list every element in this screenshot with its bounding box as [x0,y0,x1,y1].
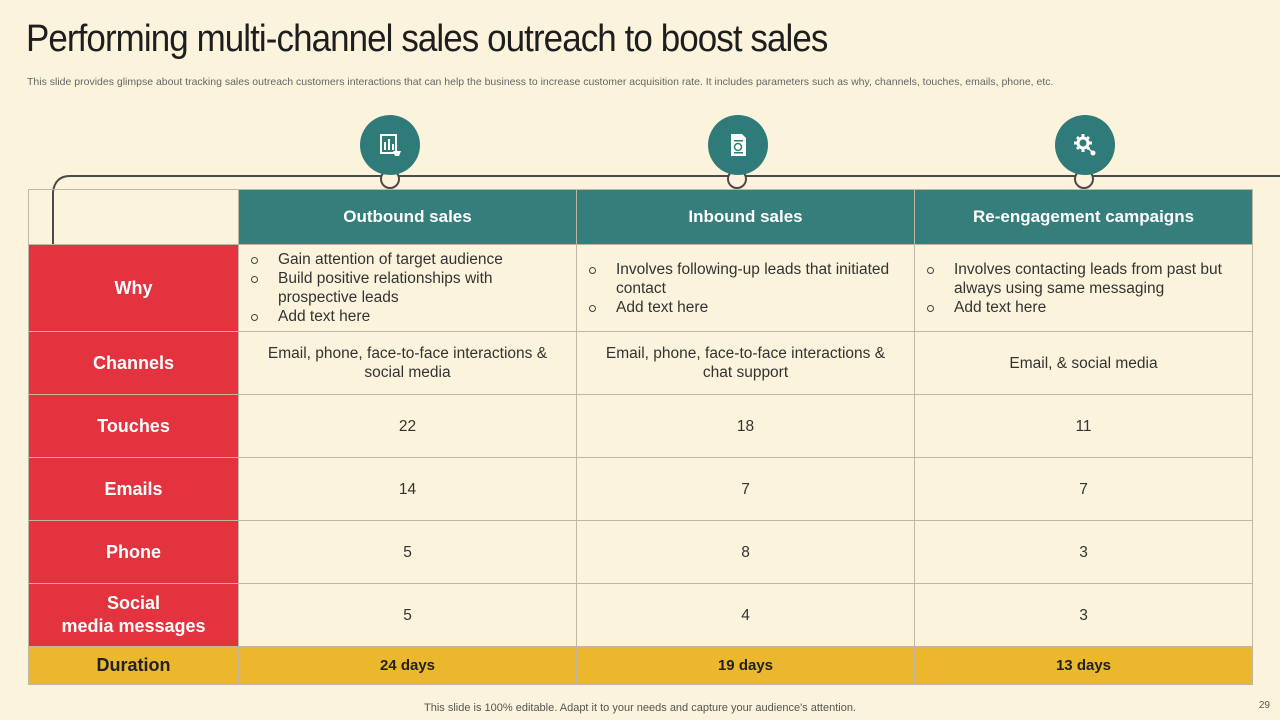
cell-emails-outbound: 14 [238,457,577,521]
column-header-outbound: Outbound sales [238,189,577,245]
cell-phone-inbound: 8 [576,520,915,584]
list-item: Build positive relationships with prospe… [251,269,566,307]
table-row: Channels Email, phone, face-to-face inte… [28,331,1253,395]
table-row: Touches 22 18 11 [28,394,1253,458]
document-chart-icon [708,115,768,175]
cell-emails-reengagement: 7 [914,457,1253,521]
cell-social-inbound: 4 [576,583,915,647]
table-row: Phone 5 8 3 [28,520,1253,584]
cell-duration-outbound: 24 days [238,646,577,685]
row-header-duration: Duration [28,646,239,685]
cell-duration-inbound: 19 days [576,646,915,685]
cell-duration-reengagement: 13 days [914,646,1253,685]
list-item: Involves contacting leads from past but … [927,260,1242,298]
outreach-table: Outbound sales Inbound sales Re-engageme… [28,189,1253,685]
cell-channels-inbound: Email, phone, face-to-face interactions … [576,331,915,395]
list-item: Add text here [589,298,904,317]
table-row: Why Gain attention of target audience Bu… [28,244,1253,332]
list-item: Gain attention of target audience [251,250,566,269]
row-header-why: Why [28,244,239,332]
gear-network-icon [1055,115,1115,175]
cell-emails-inbound: 7 [576,457,915,521]
list-item: Add text here [927,298,1242,317]
cell-phone-reengagement: 3 [914,520,1253,584]
cell-touches-reengagement: 11 [914,394,1253,458]
slide-title: Performing multi-channel sales outreach … [26,18,828,60]
corner-cell [28,189,239,245]
page-number: 29 [1258,700,1270,711]
cell-social-outbound: 5 [238,583,577,647]
table-row: Social media messages 5 4 3 [28,583,1253,647]
table-row: Duration 24 days 19 days 13 days [28,646,1253,685]
table-row: Emails 14 7 7 [28,457,1253,521]
sales-report-icon [360,115,420,175]
cell-touches-inbound: 18 [576,394,915,458]
row-header-phone: Phone [28,520,239,584]
cell-phone-outbound: 5 [238,520,577,584]
footer-note: This slide is 100% editable. Adapt it to… [424,702,856,714]
list-item: Involves following-up leads that initiat… [589,260,904,298]
slide-subtitle: This slide provides glimpse about tracki… [27,76,1054,88]
column-header-reengagement: Re-engagement campaigns [914,189,1253,245]
cell-why-reengagement: Involves contacting leads from past but … [914,244,1253,332]
row-header-touches: Touches [28,394,239,458]
column-header-inbound: Inbound sales [576,189,915,245]
cell-why-inbound: Involves following-up leads that initiat… [576,244,915,332]
row-header-channels: Channels [28,331,239,395]
cell-why-outbound: Gain attention of target audience Build … [238,244,577,332]
cell-social-reengagement: 3 [914,583,1253,647]
cell-channels-outbound: Email, phone, face-to-face interactions … [238,331,577,395]
row-header-emails: Emails [28,457,239,521]
row-header-social: Social media messages [28,583,239,647]
list-item: Add text here [251,307,566,326]
cell-touches-outbound: 22 [238,394,577,458]
cell-channels-reengagement: Email, & social media [914,331,1253,395]
